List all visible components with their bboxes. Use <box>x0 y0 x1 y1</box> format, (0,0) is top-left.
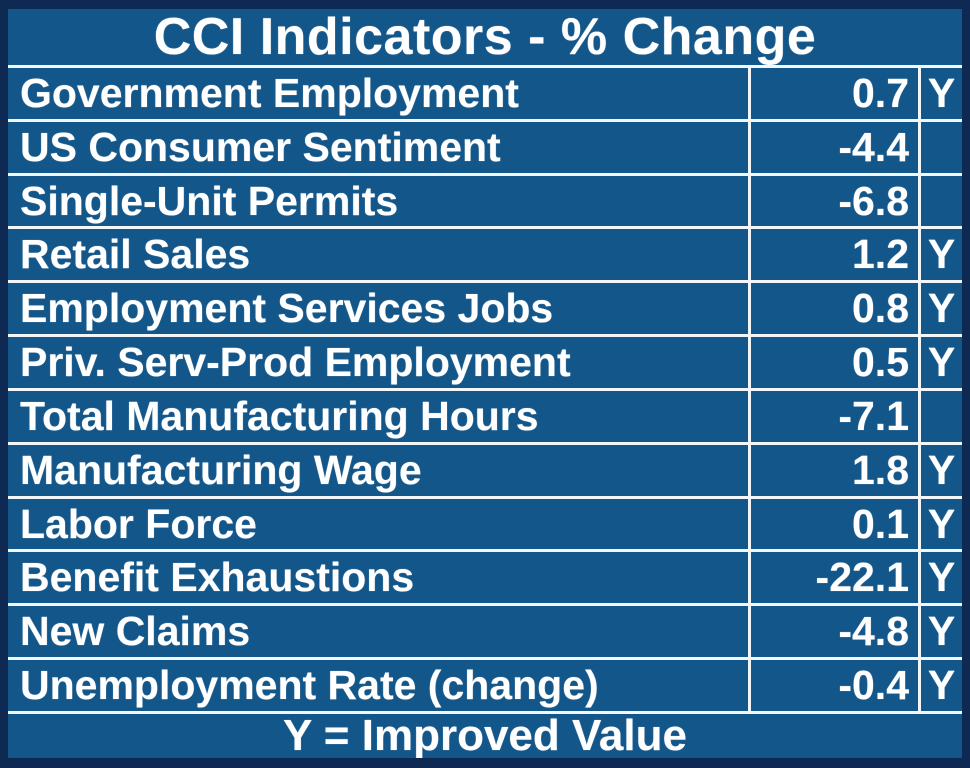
table-title-row: CCI Indicators - % Change <box>8 9 962 65</box>
improved-flag: Y <box>918 337 962 388</box>
improved-flag <box>918 390 962 442</box>
indicator-label: US Consumer Sentiment <box>20 123 501 170</box>
indicator-value: 0.7 <box>748 68 918 119</box>
indicator-value: -6.8 <box>748 175 918 227</box>
indicator-value: -4.4 <box>748 121 918 173</box>
indicator-label: Labor Force <box>20 500 257 547</box>
indicator-value: 1.2 <box>748 229 918 281</box>
table-row: Government Employment 0.7 Y <box>8 65 962 119</box>
table-row: New Claims -4.8 Y <box>8 603 962 658</box>
improved-flag: Y <box>918 498 962 550</box>
table-footer-row: Y = Improved Value <box>8 710 962 758</box>
legend-text: Y = Improved Value <box>283 710 687 758</box>
improved-flag <box>918 121 962 173</box>
improved-flag: Y <box>918 444 962 496</box>
indicator-label: Government Employment <box>20 69 519 116</box>
indicator-label: Manufacturing Wage <box>20 446 422 493</box>
improved-flag: Y <box>918 552 962 604</box>
indicator-label: Unemployment Rate (change) <box>20 662 599 709</box>
indicator-value: 0.1 <box>748 498 918 550</box>
indicator-value: -4.8 <box>748 606 918 658</box>
table-row: Retail Sales 1.2 Y <box>8 226 962 281</box>
indicator-label: Single-Unit Permits <box>20 177 399 224</box>
indicator-value: -22.1 <box>748 552 918 604</box>
improved-flag: Y <box>918 229 962 281</box>
table-row: Priv. Serv-Prod Employment 0.5 Y <box>8 334 962 388</box>
indicator-value: 1.8 <box>748 444 918 496</box>
indicator-label: Retail Sales <box>20 231 251 278</box>
table-row: US Consumer Sentiment -4.4 <box>8 118 962 173</box>
indicator-label: New Claims <box>20 608 251 655</box>
indicator-value: -7.1 <box>748 390 918 442</box>
table-row: Total Manufacturing Hours -7.1 <box>8 387 962 442</box>
table-title: CCI Indicators - % Change <box>153 9 817 66</box>
improved-flag: Y <box>918 660 962 711</box>
indicator-value: -0.4 <box>748 660 918 711</box>
cci-indicators-table: CCI Indicators - % Change Government Emp… <box>8 9 962 758</box>
table-row: Employment Services Jobs 0.8 Y <box>8 280 962 335</box>
indicator-value: 0.5 <box>748 337 918 388</box>
table-row: Unemployment Rate (change) -0.4 Y <box>8 657 962 711</box>
improved-flag: Y <box>918 606 962 658</box>
indicator-label: Total Manufacturing Hours <box>20 392 539 439</box>
indicator-label: Benefit Exhaustions <box>20 554 415 601</box>
indicator-label: Priv. Serv-Prod Employment <box>20 339 571 386</box>
improved-flag: Y <box>918 68 962 119</box>
table-row: Benefit Exhaustions -22.1 Y <box>8 549 962 604</box>
indicator-value: 0.8 <box>748 283 918 335</box>
improved-flag: Y <box>918 283 962 335</box>
indicator-label: Employment Services Jobs <box>20 285 554 332</box>
improved-flag <box>918 175 962 227</box>
table-row: Labor Force 0.1 Y <box>8 495 962 550</box>
table-row: Single-Unit Permits -6.8 <box>8 172 962 227</box>
table-row: Manufacturing Wage 1.8 Y <box>8 441 962 496</box>
